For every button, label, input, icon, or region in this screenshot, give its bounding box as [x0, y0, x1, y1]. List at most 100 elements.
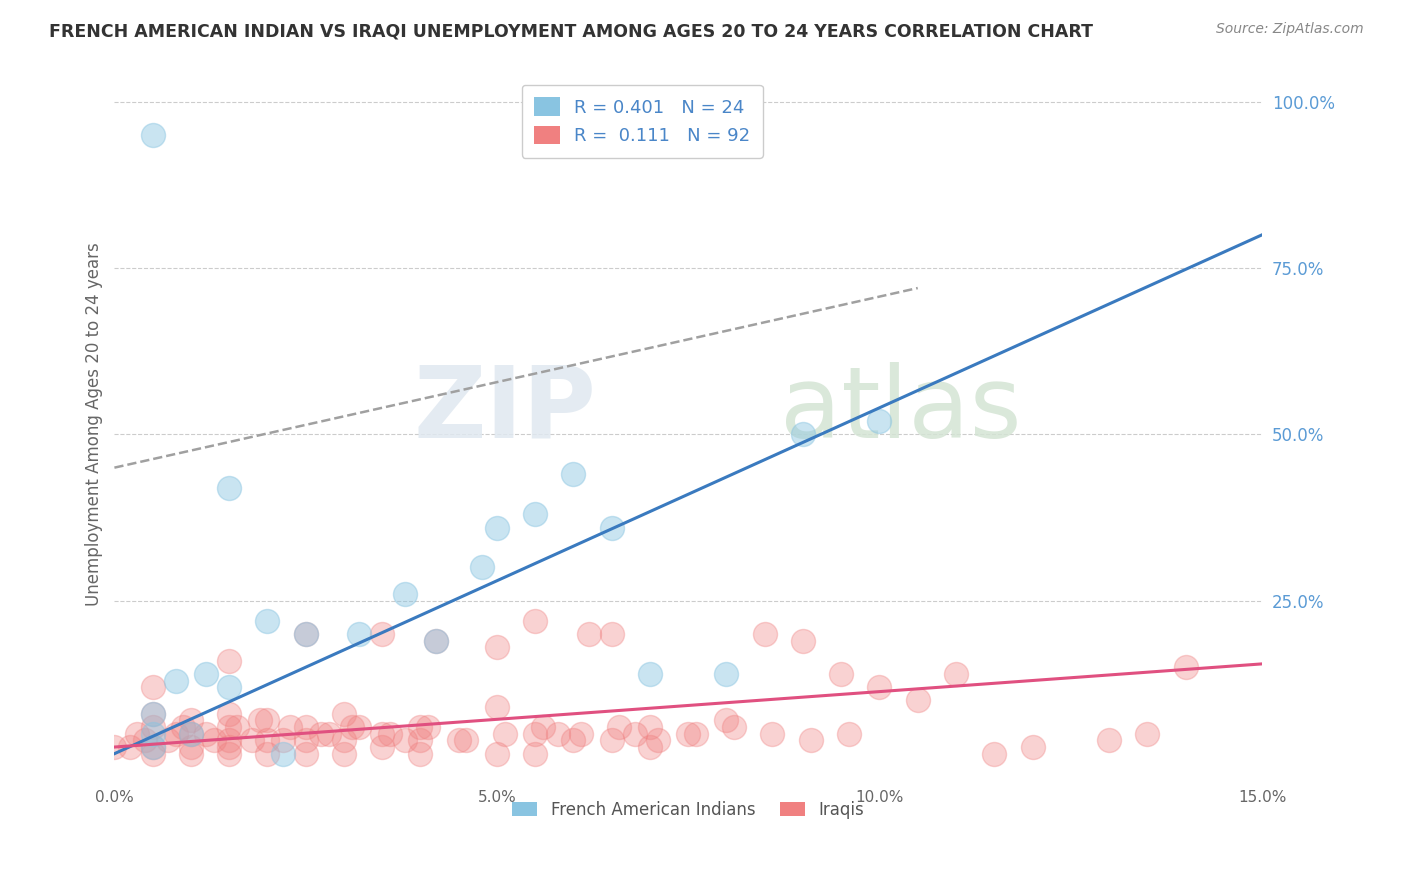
Point [600, 627, 623, 641]
Point [562, 467, 585, 482]
Point [195, 727, 218, 741]
Point [371, 727, 394, 741]
Point [142, 720, 165, 734]
Point [754, 627, 776, 641]
Point [271, 733, 294, 747]
Point [425, 633, 447, 648]
Point [142, 680, 165, 694]
Point [416, 720, 439, 734]
Point [218, 733, 240, 747]
Point [471, 560, 494, 574]
Point [394, 587, 416, 601]
Point [609, 720, 631, 734]
Point [127, 727, 149, 741]
Point [294, 720, 316, 734]
Point [256, 747, 278, 761]
Point [485, 700, 508, 714]
Text: atlas: atlas [780, 361, 1022, 458]
Point [218, 706, 240, 721]
Point [409, 747, 432, 761]
Point [172, 720, 194, 734]
Point [531, 720, 554, 734]
Point [340, 720, 363, 734]
Point [142, 739, 165, 754]
Point [569, 727, 592, 741]
Y-axis label: Unemployment Among Ages 20 to 24 years: Unemployment Among Ages 20 to 24 years [86, 243, 103, 607]
Point [524, 507, 547, 521]
Point [256, 714, 278, 728]
Point [485, 520, 508, 534]
Point [142, 747, 165, 761]
Point [202, 733, 225, 747]
Point [647, 733, 669, 747]
Point [218, 680, 240, 694]
Point [792, 633, 814, 648]
Point [638, 666, 661, 681]
Point [716, 714, 738, 728]
Point [676, 727, 699, 741]
Point [830, 666, 852, 681]
Point [409, 720, 432, 734]
Point [103, 739, 125, 754]
Point [180, 739, 202, 754]
Point [371, 739, 394, 754]
Point [983, 747, 1005, 761]
Point [1021, 739, 1043, 754]
Point [371, 627, 394, 641]
Point [547, 727, 569, 741]
Point [723, 720, 745, 734]
Point [333, 733, 356, 747]
Point [524, 614, 547, 628]
Point [180, 727, 202, 741]
Point [600, 733, 623, 747]
Point [524, 747, 547, 761]
Point [294, 627, 316, 641]
Point [1098, 733, 1121, 747]
Point [294, 627, 316, 641]
Point [218, 747, 240, 761]
Point [156, 733, 179, 747]
Point [485, 640, 508, 655]
Point [562, 733, 585, 747]
Point [195, 666, 218, 681]
Point [869, 680, 891, 694]
Point [623, 727, 645, 741]
Point [142, 128, 165, 142]
Point [524, 727, 547, 741]
Point [1136, 727, 1159, 741]
Point [578, 627, 600, 641]
Point [907, 693, 929, 707]
Point [240, 733, 263, 747]
Point [165, 727, 187, 741]
Point [142, 739, 165, 754]
Point [218, 654, 240, 668]
Point [425, 633, 447, 648]
Point [142, 706, 165, 721]
Point [761, 727, 783, 741]
Point [225, 720, 247, 734]
Point [792, 427, 814, 442]
Point [716, 666, 738, 681]
Point [945, 666, 967, 681]
Point [333, 706, 356, 721]
Point [218, 481, 240, 495]
Point [180, 727, 202, 741]
Point [333, 747, 356, 761]
Point [180, 747, 202, 761]
Point [256, 733, 278, 747]
Point [1174, 660, 1197, 674]
Point [318, 727, 340, 741]
Point [142, 727, 165, 741]
Point [218, 720, 240, 734]
Point [638, 720, 661, 734]
Point [800, 733, 823, 747]
Point [494, 727, 516, 741]
Point [249, 714, 271, 728]
Point [256, 614, 278, 628]
Point [456, 733, 478, 747]
Point [134, 733, 156, 747]
Point [447, 733, 470, 747]
Point [218, 739, 240, 754]
Text: FRENCH AMERICAN INDIAN VS IRAQI UNEMPLOYMENT AMONG AGES 20 TO 24 YEARS CORRELATI: FRENCH AMERICAN INDIAN VS IRAQI UNEMPLOY… [49, 22, 1094, 40]
Point [378, 727, 401, 741]
